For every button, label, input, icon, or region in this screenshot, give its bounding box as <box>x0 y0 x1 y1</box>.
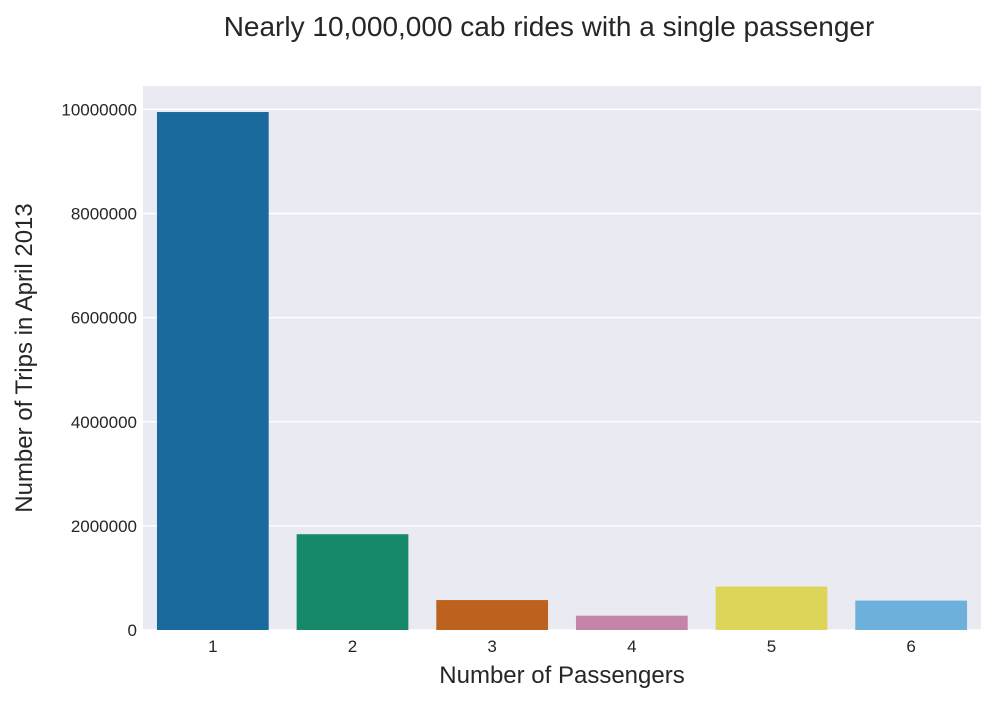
x-tick-label: 1 <box>208 637 217 656</box>
y-axis-label: Number of Trips in April 2013 <box>11 203 38 512</box>
chart-title: Nearly 10,000,000 cab rides with a singl… <box>224 11 875 42</box>
bar-5 <box>715 586 828 630</box>
grid-lines <box>143 108 981 631</box>
y-tick-label: 0 <box>128 621 137 640</box>
y-tick-label: 10000000 <box>61 100 137 119</box>
x-axis-label: Number of Passengers <box>439 662 684 689</box>
y-tick-label: 2000000 <box>71 517 137 536</box>
y-tick-label: 8000000 <box>71 205 137 224</box>
bar-2 <box>296 534 409 630</box>
x-tick-label: 5 <box>767 637 776 656</box>
bar-3 <box>436 600 549 630</box>
bar-4 <box>575 615 688 630</box>
y-tick-label: 6000000 <box>71 309 137 328</box>
x-tick-label: 2 <box>348 637 357 656</box>
bars <box>156 112 968 631</box>
x-tick-labels: 1 2 3 4 5 6 <box>208 637 916 656</box>
bar-6 <box>855 600 968 630</box>
y-tick-label: 4000000 <box>71 413 137 432</box>
y-tick-labels: 0 2000000 4000000 6000000 8000000 10000000 <box>61 100 137 640</box>
x-tick-label: 4 <box>627 637 636 656</box>
x-tick-label: 6 <box>906 637 915 656</box>
bar-1 <box>156 112 269 631</box>
plot-area <box>143 86 981 630</box>
x-tick-label: 3 <box>487 637 496 656</box>
